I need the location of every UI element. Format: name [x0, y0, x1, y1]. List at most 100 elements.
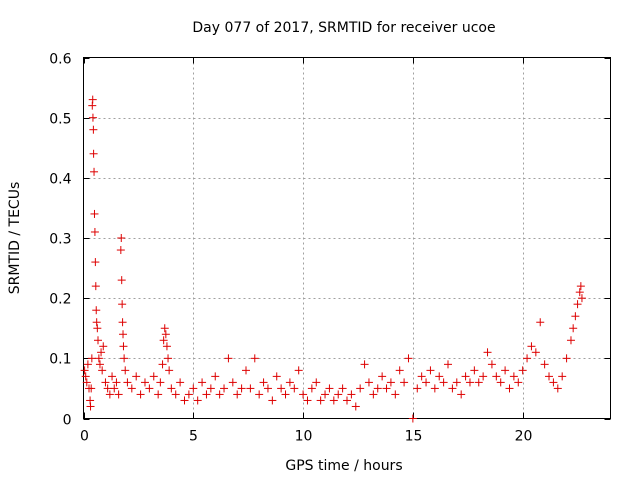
- y-tick-label: 0.3: [49, 232, 71, 248]
- data-point: [382, 384, 391, 393]
- data-point: [184, 390, 193, 399]
- data-point: [156, 378, 165, 387]
- data-point: [241, 366, 250, 375]
- y-tick-label: 0.1: [49, 352, 71, 368]
- y-tick-label: 0.5: [49, 112, 71, 128]
- data-point: [90, 209, 99, 218]
- data-point: [356, 384, 365, 393]
- data-point: [206, 384, 215, 393]
- data-point: [246, 384, 255, 393]
- data-point: [329, 396, 338, 405]
- data-point: [536, 318, 545, 327]
- data-point: [523, 354, 532, 363]
- data-point: [571, 312, 580, 321]
- data-point: [474, 378, 483, 387]
- data-point: [577, 294, 586, 303]
- data-point: [527, 342, 536, 351]
- data-point: [487, 360, 496, 369]
- data-point: [404, 354, 413, 363]
- data-point: [114, 390, 123, 399]
- data-point: [202, 390, 211, 399]
- data-point: [294, 366, 303, 375]
- data-point: [281, 390, 290, 399]
- data-point: [479, 372, 488, 381]
- data-point: [90, 227, 99, 236]
- data-point: [566, 336, 575, 345]
- data-point: [373, 384, 382, 393]
- x-tick-label: 0: [80, 429, 89, 445]
- data-point: [448, 384, 457, 393]
- data-point: [465, 378, 474, 387]
- data-point: [117, 234, 126, 242]
- data-point: [164, 354, 173, 363]
- data-points: [80, 95, 586, 423]
- x-tick-label: 15: [405, 429, 423, 445]
- data-point: [338, 384, 347, 393]
- data-point: [369, 390, 378, 399]
- chart-title: Day 077 of 2017, SRMTID for receiver uco…: [192, 20, 495, 36]
- data-point: [161, 330, 170, 339]
- data-point: [263, 384, 272, 393]
- data-point: [215, 390, 224, 399]
- data-point: [176, 378, 185, 387]
- data-point: [189, 384, 198, 393]
- data-point: [360, 360, 369, 369]
- data-point: [285, 378, 294, 387]
- data-point: [422, 378, 431, 387]
- data-point: [430, 384, 439, 393]
- data-point: [290, 384, 299, 393]
- data-point: [127, 384, 136, 393]
- data-point: [80, 366, 89, 375]
- data-point: [575, 288, 584, 297]
- x-tick-label: 10: [295, 429, 313, 445]
- data-point: [171, 390, 180, 399]
- data-point: [165, 366, 174, 375]
- y-tick-label: 0.2: [49, 292, 71, 308]
- data-point: [303, 396, 312, 405]
- y-axis-label: SRMTID / TECUs: [7, 182, 23, 295]
- data-point: [316, 396, 325, 405]
- x-tick-label: 5: [189, 429, 198, 445]
- data-point: [299, 390, 308, 399]
- data-point: [417, 372, 426, 381]
- data-point: [91, 258, 100, 267]
- data-point: [158, 360, 167, 369]
- data-point: [492, 372, 501, 381]
- y-tick-label: 0.6: [49, 52, 71, 68]
- x-axis-label: GPS time / hours: [285, 458, 402, 474]
- data-point: [470, 366, 479, 375]
- data-point: [87, 384, 96, 393]
- data-point: [198, 378, 207, 387]
- y-tick-label: 0: [63, 413, 72, 429]
- data-point: [123, 378, 132, 387]
- data-point: [509, 372, 518, 381]
- data-point: [88, 95, 97, 104]
- data-point: [518, 366, 527, 375]
- data-point: [120, 354, 129, 363]
- data-point: [364, 378, 373, 387]
- ticks: 0 5 10 15 20 0 0.1 0.2 0.3 0.4 0.5 0.6: [49, 52, 611, 445]
- data-point: [343, 396, 351, 405]
- data-point: [391, 390, 400, 399]
- data-point: [307, 384, 316, 393]
- data-point: [268, 396, 277, 405]
- data-point: [395, 366, 404, 375]
- data-point: [93, 324, 102, 333]
- data-point: [97, 348, 106, 357]
- data-point: [250, 354, 259, 363]
- data-point: [233, 390, 242, 399]
- data-point: [439, 378, 448, 387]
- data-point: [119, 330, 128, 339]
- data-point: [211, 372, 220, 381]
- data-point: [121, 366, 130, 375]
- data-point: [149, 372, 158, 381]
- data-point: [413, 384, 422, 393]
- data-point: [558, 372, 567, 381]
- data-point: [162, 342, 171, 351]
- data-point: [553, 384, 562, 393]
- data-point: [90, 167, 99, 176]
- data-point: [145, 384, 154, 393]
- data-point: [461, 372, 470, 381]
- data-point: [505, 384, 514, 393]
- data-point: [82, 378, 91, 387]
